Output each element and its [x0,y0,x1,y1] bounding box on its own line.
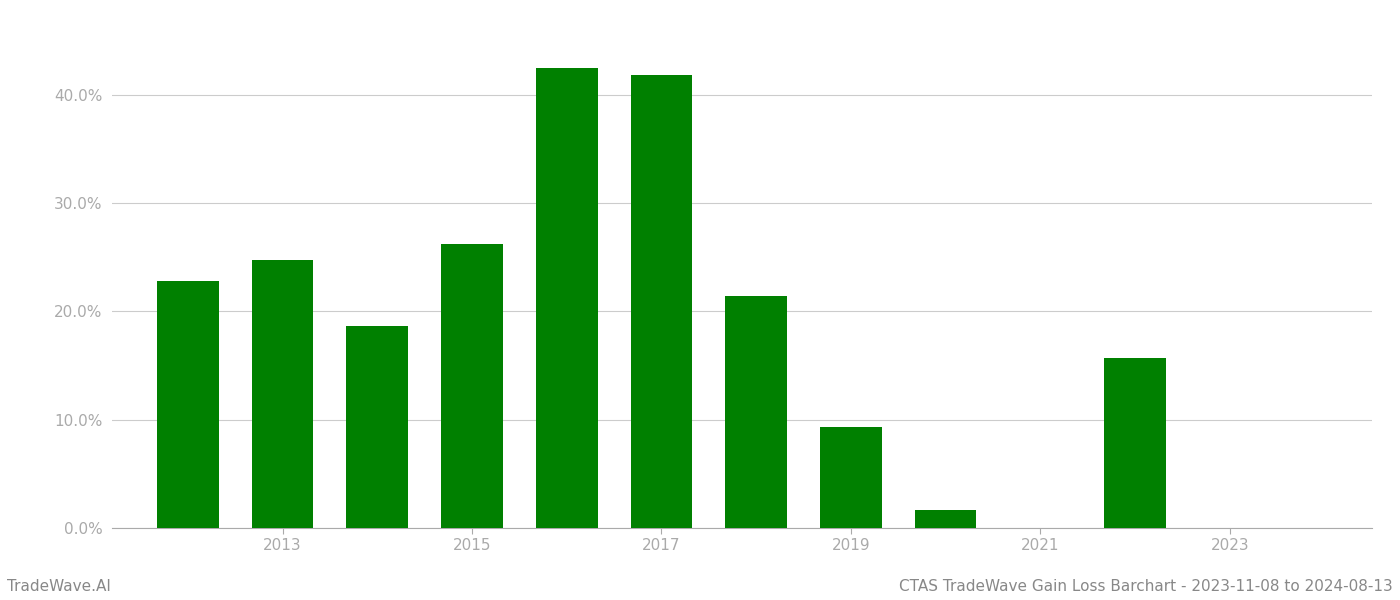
Bar [820,427,882,528]
Text: TradeWave.AI: TradeWave.AI [7,579,111,594]
Bar [346,326,407,528]
Bar [914,509,976,528]
Bar [252,260,314,528]
Bar [1105,358,1166,528]
Bar [157,281,218,528]
Text: CTAS TradeWave Gain Loss Barchart - 2023-11-08 to 2024-08-13: CTAS TradeWave Gain Loss Barchart - 2023… [899,579,1393,594]
Bar [630,76,692,528]
Bar [725,296,787,528]
Bar [441,244,503,528]
Bar [536,68,598,528]
